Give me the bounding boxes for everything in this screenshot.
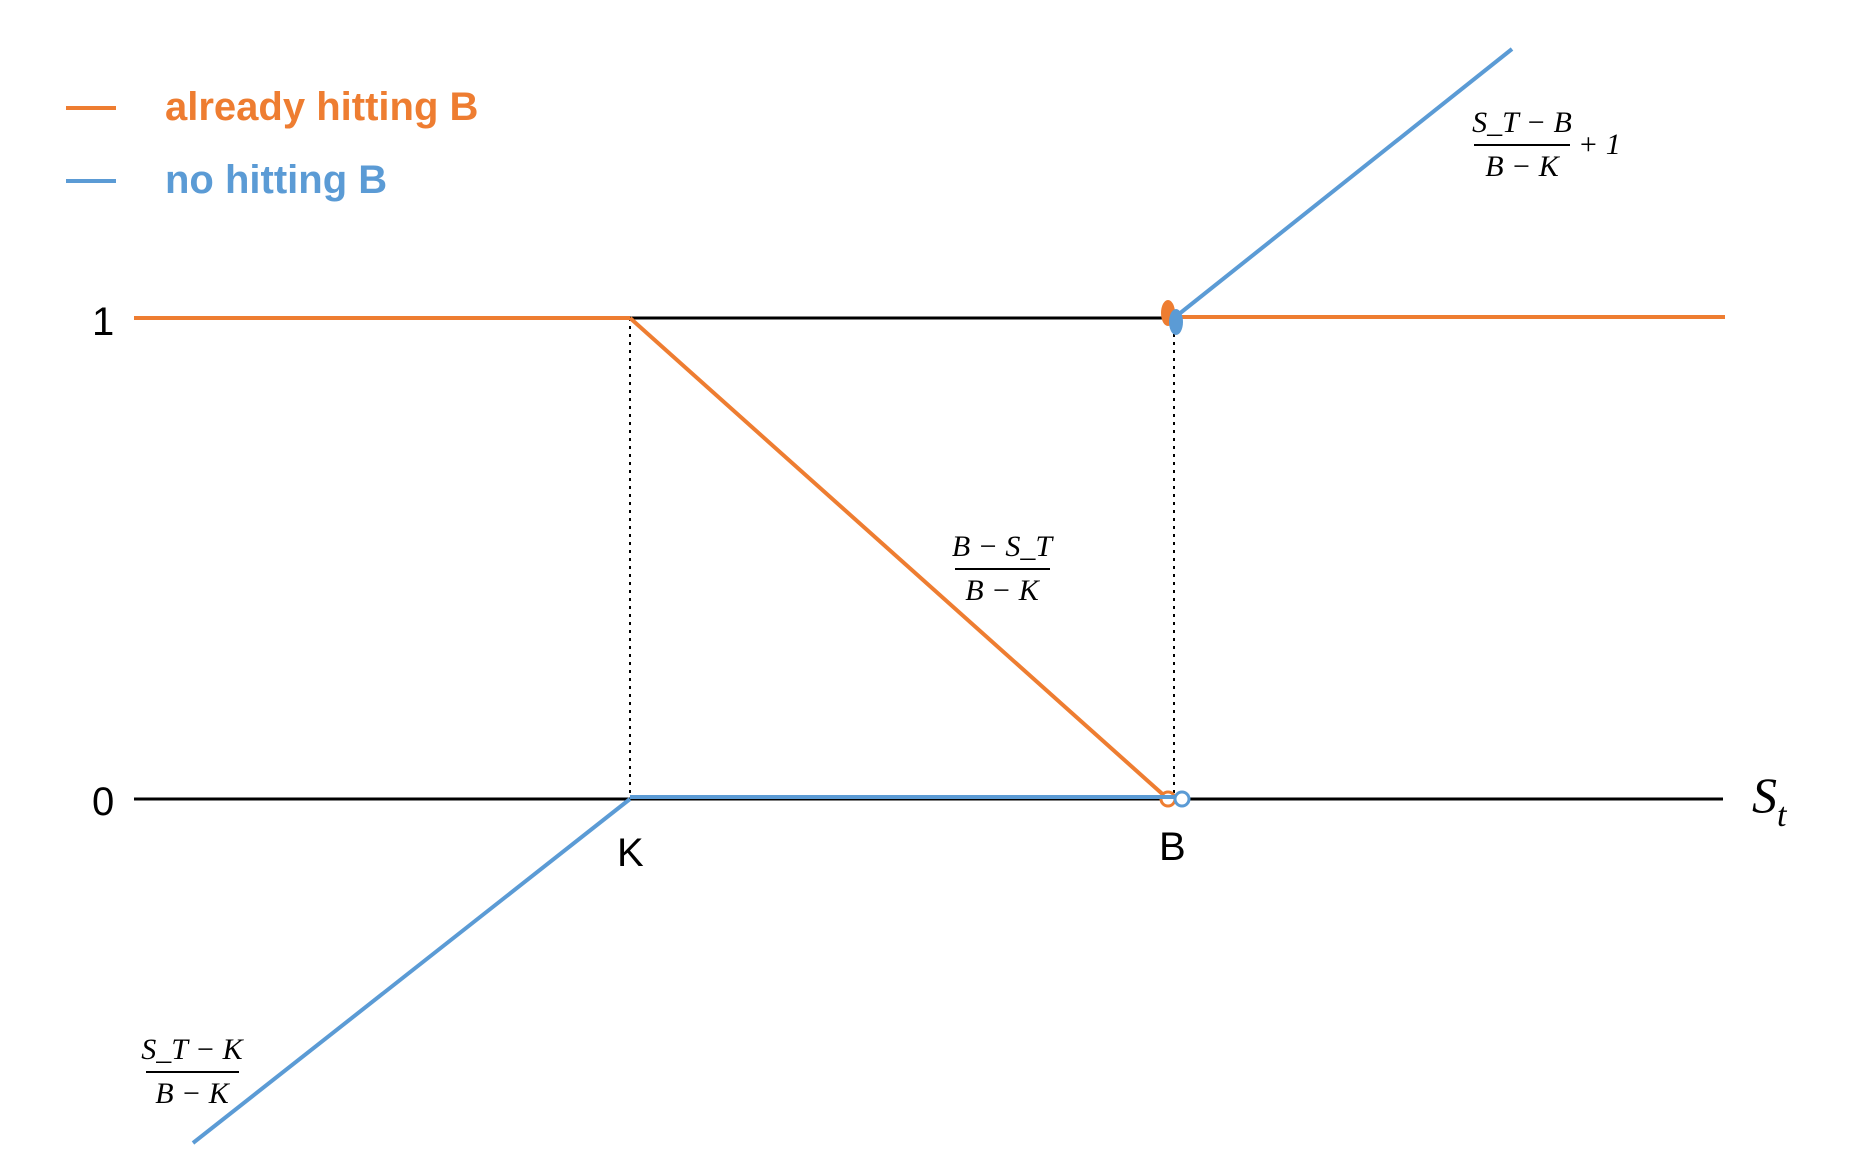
legend: already hitting B no hitting B [66, 85, 478, 202]
x-axis-label-main: S [1752, 767, 1777, 823]
formula-middle-denominator: B − K [965, 574, 1041, 607]
legend-label-no-hitting: no hitting B [165, 158, 387, 202]
x-tick-label-k: K [617, 831, 644, 875]
no-hitting-filled-endpoint [1169, 309, 1183, 335]
formula-lower-left-numerator: S_T − K [141, 1033, 244, 1066]
formula-lower-left: S_T − K B − K [141, 1033, 244, 1110]
formula-upper-right-suffix: + 1 [1578, 128, 1621, 161]
no-hitting-upper-segment [1172, 47, 1514, 320]
formula-lower-left-denominator: B − K [155, 1077, 231, 1110]
x-axis-label-sub: t [1777, 797, 1788, 834]
y-tick-label-zero: 0 [92, 780, 114, 824]
y-tick-label-one: 1 [92, 300, 114, 344]
formula-upper-right-denominator: B − K [1485, 150, 1561, 183]
legend-label-already-hitting: already hitting B [165, 85, 478, 129]
formula-middle: B − S_T B − K [952, 530, 1055, 607]
formula-upper-right: S_T − B B − K + 1 [1472, 106, 1621, 183]
already-hitting-decreasing-segment [628, 316, 1170, 801]
x-tick-label-b: B [1159, 825, 1186, 869]
formula-upper-right-numerator: S_T − B [1472, 106, 1572, 139]
formula-middle-numerator: B − S_T [952, 530, 1055, 563]
x-axis-label: St [1752, 767, 1788, 834]
no-hitting-lower-segment [191, 797, 632, 1145]
no-hitting-open-endpoint [1173, 790, 1191, 808]
